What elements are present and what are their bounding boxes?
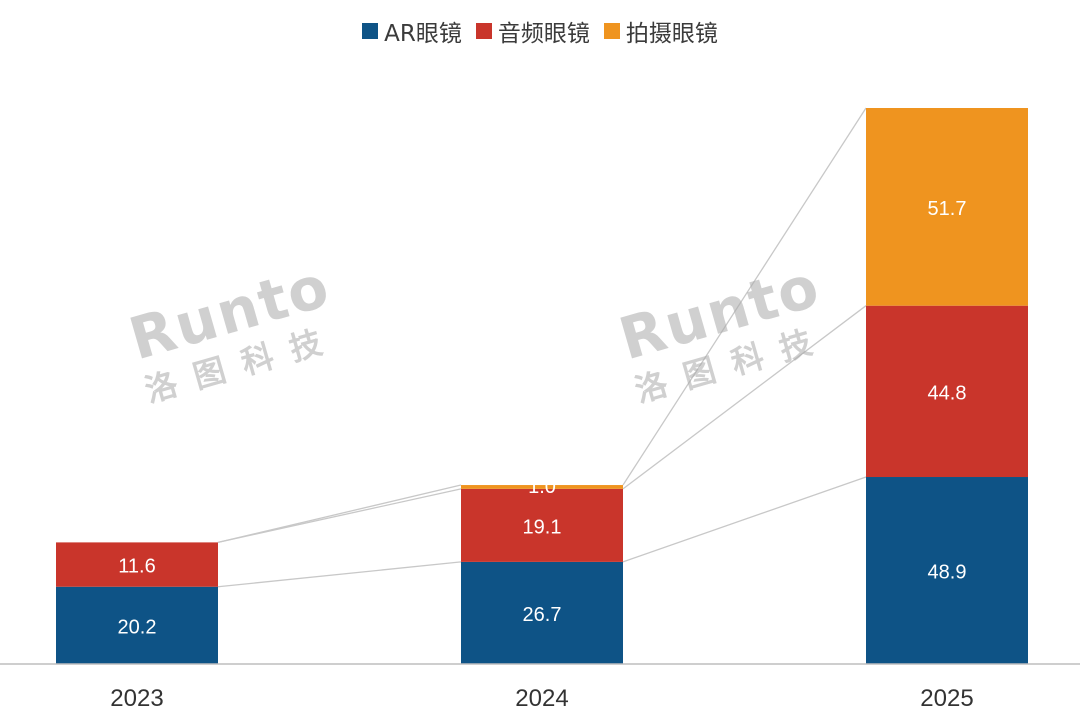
data-label-2024-1: 19.1 <box>523 516 562 538</box>
x-tick-2025: 2025 <box>920 685 973 712</box>
data-label-2023-1: 11.6 <box>118 556 155 578</box>
data-label-2023-0: 20.2 <box>118 616 157 638</box>
bar-2024-1 <box>461 488 623 562</box>
legend-label-camera: 拍摄眼镜 <box>625 21 718 47</box>
bar-2024-2 <box>461 485 623 489</box>
legend-label-audio: 音频眼镜 <box>497 21 590 47</box>
data-label-2024-2: 1.0 <box>528 476 556 498</box>
data-label-2025-2: 51.7 <box>928 198 967 220</box>
legend-item-audio: 音频眼镜 <box>475 14 590 48</box>
bar-2025-1 <box>866 305 1028 478</box>
legend-swatch-camera <box>603 23 620 39</box>
connector-line-0-0 <box>217 561 462 588</box>
legend-item-camera: 拍摄眼镜 <box>603 14 718 48</box>
x-tick-2023: 2023 <box>110 685 163 712</box>
bar-2023-1 <box>56 542 218 587</box>
connector-line-2-0 <box>217 484 462 544</box>
legend-label-ar: AR眼镜 <box>384 21 462 47</box>
data-label-2025-1: 44.8 <box>928 382 967 404</box>
chart-legend: AR眼镜 音频眼镜 拍摄眼镜 <box>0 14 1080 48</box>
legend-item-ar: AR眼镜 <box>362 14 462 48</box>
legend-swatch-ar <box>362 23 379 39</box>
bar-2023-0 <box>56 586 218 664</box>
connector-line-1-1 <box>622 305 867 490</box>
legend-swatch-audio <box>475 23 492 39</box>
data-label-2024-0: 26.7 <box>523 604 562 626</box>
bar-2024-0 <box>461 561 623 664</box>
x-tick-2024: 2024 <box>515 685 568 712</box>
connector-line-2-1 <box>622 107 867 486</box>
bar-2025-0 <box>866 477 1028 664</box>
bar-2025-2 <box>866 108 1028 306</box>
data-label-2025-0: 48.9 <box>928 562 967 584</box>
connector-line-0-1 <box>622 476 867 563</box>
